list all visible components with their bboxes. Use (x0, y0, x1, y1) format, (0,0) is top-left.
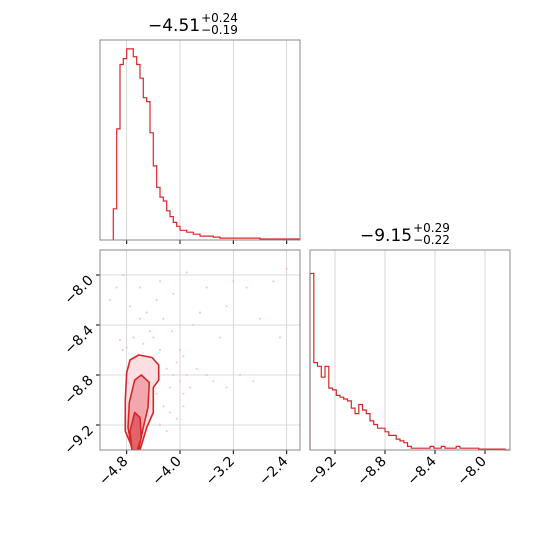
scatter-point (155, 298, 158, 302)
scatter-point (162, 317, 165, 320)
title2-plus: +0.29 (413, 221, 450, 235)
scatter-point (182, 392, 185, 395)
scatter-point (125, 346, 128, 349)
scatter-point (155, 392, 158, 395)
scatter-point (168, 411, 172, 414)
scatter-point (245, 286, 248, 289)
scatter-point (132, 336, 135, 339)
marginal2-histogram-step (309, 272, 510, 451)
scatter-point (158, 280, 162, 283)
title1-value: −4.51 (148, 16, 201, 36)
marginal2-tick-label: −8.4 (404, 453, 439, 488)
joint-x-tick-label: −3.2 (203, 454, 238, 489)
scatter-point (178, 348, 182, 352)
scatter-point (212, 380, 215, 383)
scatter-point (148, 330, 152, 333)
scatter-point (145, 311, 148, 314)
joint-y-tick-label: −8.0 (61, 273, 96, 308)
scatter-point (165, 367, 168, 370)
marginal1-histogram-step (112, 48, 301, 240)
marginal-2-title: −9.15 +0.29 −0.22 (360, 221, 450, 248)
marginal2-frame (309, 249, 511, 451)
scatter-point (108, 298, 112, 302)
marginal-histogram-1 (99, 39, 301, 244)
scatter-point (232, 280, 235, 283)
scatter-point (188, 386, 192, 389)
scatter-point (138, 286, 142, 289)
scatter-point (198, 311, 202, 314)
joint-y-tick-label: −8.8 (61, 373, 96, 408)
scatter-point (225, 305, 228, 308)
scatter-point (182, 355, 185, 358)
joint-x-tick-label: −4.8 (96, 454, 131, 489)
scatter-point (172, 373, 175, 377)
title1-plus: +0.24 (201, 11, 238, 25)
title2-minus: −0.22 (413, 233, 450, 247)
scatter-point (195, 367, 198, 370)
scatter-point (205, 286, 208, 289)
joint-x-tick-label: −2.4 (256, 453, 291, 488)
scatter-point (168, 386, 172, 389)
scatter-point (170, 330, 174, 333)
marginal1-frame (99, 39, 301, 241)
scatter-point (225, 386, 228, 389)
joint-y-tick-label: −9.2 (61, 423, 96, 458)
scatter-point (185, 271, 188, 274)
scatter-point (285, 267, 288, 270)
marginal2-tick-label: −9.2 (304, 454, 339, 489)
marginal-1-title: −4.51 +0.24 −0.19 (148, 11, 238, 38)
scatter-point (258, 317, 262, 320)
joint-scatter-contour: −4.8 −4.0 −3.2 −2.4 −8.0 −8.4 −8.8 −9.2 (61, 249, 301, 489)
joint-x-tick-label: −4.0 (149, 454, 184, 489)
scatter-point (175, 361, 178, 364)
scatter-point (158, 423, 162, 427)
scatter-point (175, 417, 178, 420)
scatter-point (121, 348, 124, 352)
scatter-point (178, 380, 182, 383)
marginal2-tick-label: −8.8 (354, 454, 389, 489)
scatter-point (218, 336, 222, 339)
scatter-point (205, 373, 208, 377)
joint-frame (99, 249, 301, 451)
scatter-point (185, 373, 188, 377)
scatter-point (278, 336, 282, 339)
scatter-point (142, 342, 145, 345)
title2-value: −9.15 (360, 226, 413, 246)
scatter-point (182, 405, 185, 408)
title1-minus: −0.19 (201, 23, 238, 37)
marginal-histogram-2: −9.2 −8.8 −8.4 −8.0 (304, 249, 511, 489)
scatter-point (128, 305, 132, 308)
scatter-point (118, 338, 122, 342)
contour-inner (129, 411, 143, 450)
scatter-point (172, 292, 175, 295)
scatter-point (152, 336, 155, 339)
scatter-point (192, 323, 195, 327)
scatter-point (165, 430, 168, 433)
marginal2-tick-label: −8.0 (454, 454, 489, 489)
scatter-point (115, 286, 118, 289)
scatter-point (138, 317, 142, 320)
joint-y-tick-label: −8.4 (61, 322, 96, 357)
scatter-point (122, 273, 125, 277)
joint-content (108, 267, 288, 450)
scatter-point (252, 380, 255, 383)
scatter-point (272, 280, 275, 283)
scatter-point (238, 373, 242, 377)
scatter-point (158, 348, 162, 352)
scatter-point (162, 405, 165, 408)
